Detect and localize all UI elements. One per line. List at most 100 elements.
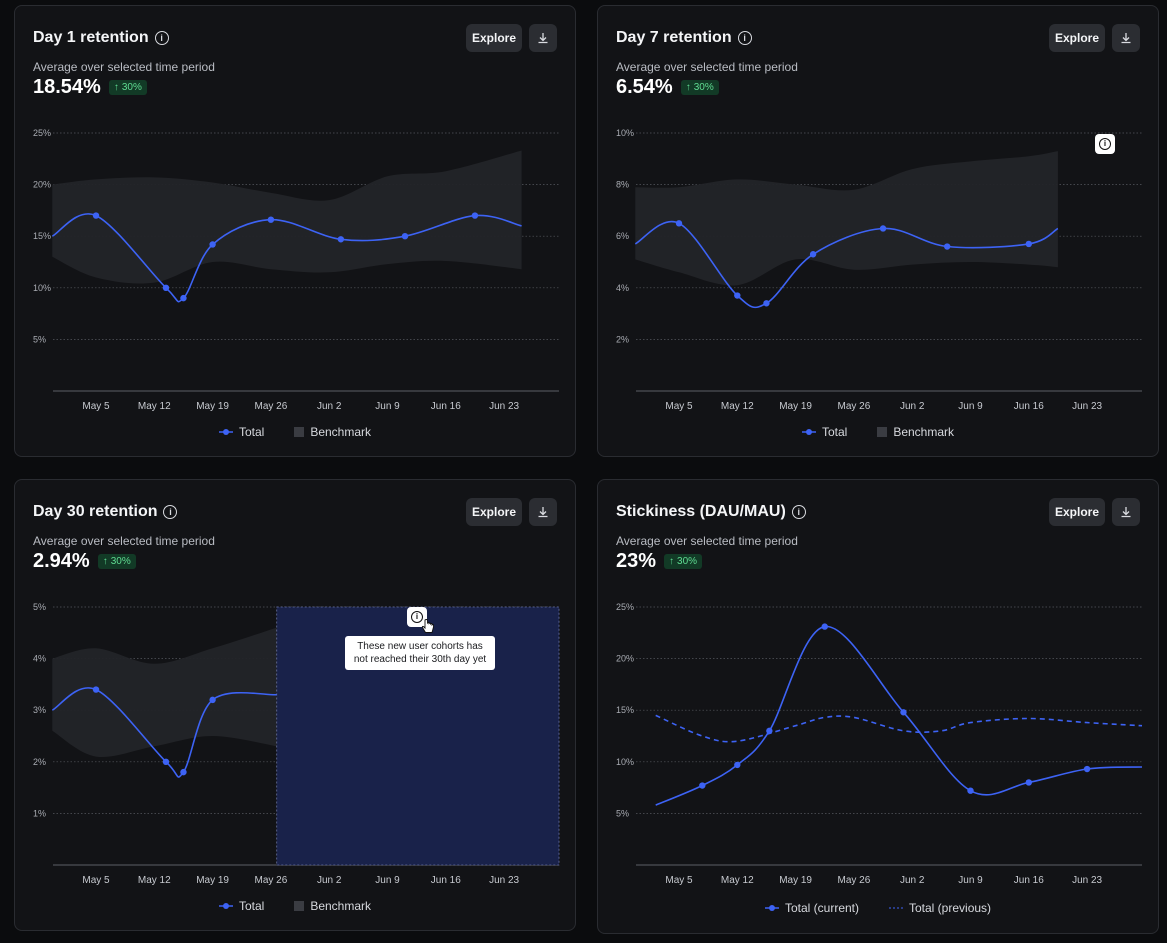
incomplete-data-info-icon[interactable]: i	[407, 607, 427, 627]
benchmark-band	[52, 150, 522, 284]
arrow-up-icon: ↑	[113, 82, 119, 93]
x-tick-label: May 26	[255, 401, 288, 412]
data-point	[162, 758, 170, 765]
change-badge: ↑ 30%	[97, 554, 136, 569]
data-point	[1025, 779, 1032, 786]
x-tick-label: May 12	[138, 401, 171, 412]
legend: Total Benchmark	[15, 425, 575, 439]
change-badge: ↑ 30%	[664, 554, 703, 569]
card-title-text: Stickiness (DAU/MAU)	[616, 503, 786, 520]
explore-button[interactable]: Explore	[466, 24, 522, 52]
data-point	[675, 220, 683, 227]
y-tick-label: 10%	[616, 757, 634, 767]
x-tick-label: Jun 9	[958, 401, 983, 412]
metric-row: 6.54% ↑ 30%	[616, 76, 719, 99]
data-point	[943, 243, 951, 250]
metric-row: 18.54% ↑ 30%	[33, 76, 147, 99]
legend-item-total[interactable]: Total	[218, 425, 265, 439]
legend-item-total-current[interactable]: Total (current)	[764, 901, 859, 915]
x-tick-label: Jun 23	[1072, 401, 1102, 412]
y-tick-label: 15%	[616, 705, 634, 715]
y-tick-label: 1%	[33, 808, 46, 818]
chart-day30-retention: 5% 4% 3% 2% 1% May 5 May 12 May 19 May 26 Jun 2 Ju…	[33, 602, 560, 886]
info-icon[interactable]: i	[163, 505, 178, 519]
arrow-up-icon: ↑	[102, 556, 108, 567]
y-tick-label: 3%	[33, 705, 46, 715]
download-icon	[538, 507, 548, 518]
legend-label: Benchmark	[893, 425, 955, 439]
legend: Total Benchmark	[598, 425, 1158, 439]
legend-square-marker	[294, 427, 305, 437]
legend-item-benchmark[interactable]: Benchmark	[877, 425, 954, 439]
card-title-text: Day 7 retention	[616, 29, 732, 46]
hand-cursor-icon	[421, 619, 434, 633]
data-point	[734, 292, 741, 299]
y-tick-label: 2%	[616, 334, 629, 344]
legend-label: Total (current)	[784, 901, 859, 915]
y-tick-label: 10%	[616, 128, 634, 138]
card-day7-retention: Day 7 retention i Explore Average over s…	[597, 5, 1159, 457]
incomplete-cohorts-tooltip: These new user cohorts has not reached t…	[345, 636, 495, 670]
x-tick-label: Jun 16	[431, 875, 461, 886]
download-icon	[538, 33, 548, 44]
data-point	[92, 212, 100, 219]
data-point	[267, 216, 275, 223]
y-tick-label: 20%	[616, 654, 634, 664]
card-title: Day 30 retention i	[33, 503, 178, 521]
y-tick-label: 5%	[616, 808, 629, 818]
metric-value: 18.54%	[33, 76, 101, 98]
legend-item-total[interactable]: Total	[218, 899, 264, 913]
explore-button[interactable]: Explore	[1049, 24, 1105, 52]
metric-row: 23% ↑ 30%	[616, 550, 703, 573]
data-point	[699, 782, 706, 789]
benchmark-band	[635, 151, 1058, 286]
data-point	[401, 233, 409, 240]
benchmark-band	[52, 627, 277, 758]
card-stickiness: Stickiness (DAU/MAU) i Explore Average o…	[597, 479, 1159, 934]
arrow-up-icon: ↑	[685, 82, 691, 93]
download-icon	[1121, 507, 1131, 518]
data-point	[92, 686, 100, 693]
y-tick-label: 2%	[33, 757, 46, 767]
x-tick-label: May 26	[838, 401, 871, 412]
chart-stickiness: 25% 20% 15% 10% 5% May 5 May 12 May 19 May 26 Jun…	[616, 602, 1143, 886]
x-tick-label: Jun 16	[1014, 401, 1044, 412]
explore-button[interactable]: Explore	[466, 498, 522, 526]
series-line	[51, 213, 522, 303]
data-point	[879, 225, 887, 232]
y-tick-label: 8%	[616, 180, 629, 190]
legend-label: Total	[238, 425, 265, 439]
legend-dashed-marker	[889, 907, 903, 909]
card-title: Day 1 retention i	[33, 29, 169, 47]
series-line	[655, 625, 1143, 806]
legend-square-marker	[294, 901, 305, 911]
download-icon	[1121, 33, 1131, 44]
info-icon[interactable]: i	[791, 505, 806, 519]
download-button[interactable]	[529, 498, 557, 526]
subtitle: Average over selected time period	[616, 60, 798, 74]
legend-item-total-previous[interactable]: Total (previous)	[889, 901, 991, 915]
download-button[interactable]	[529, 24, 557, 52]
legend-line-marker	[218, 903, 233, 909]
info-icon[interactable]: i	[737, 31, 752, 45]
badge-text: 30%	[121, 82, 142, 93]
explore-button[interactable]: Explore	[1049, 498, 1105, 526]
y-tick-label: 4%	[33, 654, 46, 664]
x-tick-label: May 19	[779, 401, 812, 412]
download-button[interactable]	[1112, 24, 1140, 52]
subtitle: Average over selected time period	[33, 534, 215, 548]
legend-label: Total (previous)	[909, 901, 992, 915]
x-tick-label: Jun 2	[900, 401, 925, 412]
x-tick-label: Jun 2	[900, 875, 925, 886]
incomplete-data-info-icon[interactable]: i	[1095, 134, 1115, 154]
legend-item-total[interactable]: Total	[801, 425, 847, 439]
info-icon[interactable]: i	[154, 31, 169, 45]
legend-item-benchmark[interactable]: Benchmark	[294, 899, 371, 913]
data-point	[180, 294, 187, 302]
legend-item-benchmark[interactable]: Benchmark	[294, 425, 371, 439]
x-tick-label: Jun 9	[375, 875, 400, 886]
x-tick-label: Jun 2	[317, 401, 342, 412]
download-button[interactable]	[1112, 498, 1140, 526]
chart-day1-retention: 25% 20% 15% 10% 5% May 5 May 12 May 19 May 26 Jun…	[33, 128, 559, 412]
subtitle: Average over selected time period	[616, 534, 798, 548]
